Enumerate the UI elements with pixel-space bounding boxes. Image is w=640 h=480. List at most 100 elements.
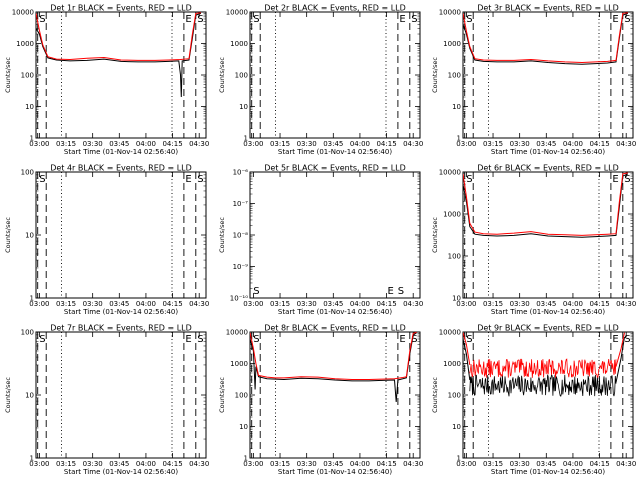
x-tick-label: 03:00	[456, 300, 476, 308]
x-tick-label: 03:45	[109, 300, 129, 308]
chart-panel-4: Det 4r BLACK = Events, RED = LLD 1 10 100 03…	[4, 164, 209, 317]
x-tick-label: 03:30	[83, 140, 103, 148]
marker-label: S	[624, 334, 630, 345]
x-tick-label: 04:00	[136, 140, 156, 148]
x-tick-label: 03:15	[270, 140, 290, 148]
x-tick-label: 04:30	[403, 460, 423, 468]
x-tick-label: 04:00	[350, 300, 370, 308]
x-tick-label: 03:45	[109, 140, 129, 148]
y-tick-label: 10⁻¹⁰	[230, 295, 248, 303]
chart-panel-7: Det 7r BLACK = Events, RED = LLD 1 10 100 03…	[4, 324, 209, 477]
x-tick-label: 04:00	[350, 460, 370, 468]
x-tick-label: 04:15	[589, 300, 609, 308]
y-tick-label: 1000	[230, 360, 248, 368]
y-tick-label: 10000	[12, 9, 34, 17]
series-line	[463, 172, 628, 236]
x-axis-label: Start Time (01-Nov-14 02:56:40)	[278, 148, 392, 156]
marker-label: E	[399, 334, 405, 345]
y-tick-label: 10	[239, 423, 248, 431]
marker-label: S	[197, 174, 203, 185]
chart-title: Det 1r BLACK = Events, RED = LLD	[50, 4, 192, 13]
x-tick-label: 03:00	[29, 300, 49, 308]
chart-title: Det 5r BLACK = Events, RED = LLD	[264, 164, 406, 173]
y-tick-label: 10000	[226, 329, 248, 337]
y-tick-label: 1	[30, 455, 34, 463]
x-tick-label: 03:30	[83, 300, 103, 308]
y-tick-label: 10⁻⁷	[233, 200, 249, 208]
chart-panel-8: Det 8r BLACK = Events, RED = LLD 1 10 100 10…	[218, 324, 423, 477]
x-tick-label: 04:00	[350, 140, 370, 148]
chart-title: Det 4r BLACK = Events, RED = LLD	[50, 164, 192, 173]
y-tick-label: 100	[448, 253, 461, 261]
series-line	[250, 332, 417, 403]
x-tick-label: 04:30	[189, 300, 209, 308]
x-tick-label: 04:30	[616, 300, 636, 308]
y-tick-label: 10000	[439, 329, 461, 337]
x-tick-label: 04:30	[189, 460, 209, 468]
x-tick-label: 03:30	[510, 300, 530, 308]
marker-label: S	[411, 334, 417, 345]
x-tick-label: 04:15	[589, 140, 609, 148]
chart-panel-5: Det 5r BLACK = Events, RED = LLD 10⁻¹⁰ 10⁻…	[218, 164, 423, 317]
x-tick-label: 03:45	[323, 460, 343, 468]
y-tick-label: 10	[25, 392, 34, 400]
y-tick-label: 1000	[230, 40, 248, 48]
x-tick-label: 03:00	[29, 460, 49, 468]
chart-title: Det 7r BLACK = Events, RED = LLD	[50, 324, 192, 333]
x-axis-label: Start Time (01-Nov-14 02:56:40)	[278, 308, 392, 316]
y-tick-label: 10⁻⁸	[233, 232, 249, 240]
marker-label: E	[185, 334, 191, 345]
y-tick-label: 1	[457, 135, 461, 143]
y-tick-label: 100	[235, 72, 248, 80]
chart-title: Det 3r BLACK = Events, RED = LLD	[477, 4, 619, 13]
y-tick-label: 1	[30, 135, 34, 143]
marker-label: S	[197, 14, 203, 25]
x-tick-label: 03:00	[243, 140, 263, 148]
x-tick-label: 03:30	[510, 140, 530, 148]
x-tick-label: 03:00	[456, 140, 476, 148]
y-tick-label: 1000	[16, 40, 34, 48]
marker-label: S	[624, 14, 630, 25]
x-axis-label: Start Time (01-Nov-14 02:56:40)	[64, 148, 178, 156]
chart-panel-2: Det 2r BLACK = Events, RED = LLD 1 10 100 10…	[218, 4, 423, 157]
chart-panel-1: Det 1r BLACK = Events, RED = LLD 1 10 100 10…	[4, 4, 209, 157]
y-tick-label: 10⁻⁶	[233, 169, 249, 177]
x-tick-label: 03:45	[323, 140, 343, 148]
y-axis-label: Counts/sec	[431, 217, 439, 253]
y-tick-label: 1000	[443, 40, 461, 48]
y-tick-label: 100	[448, 72, 461, 80]
chart-title: Det 9r BLACK = Events, RED = LLD	[477, 324, 619, 333]
series-noisy-line	[469, 358, 617, 379]
x-tick-label: 04:00	[136, 460, 156, 468]
series-line	[615, 332, 625, 367]
marker-label: S	[624, 174, 630, 185]
marker-label: S	[466, 14, 472, 25]
x-axis-label: Start Time (01-Nov-14 02:56:40)	[64, 308, 178, 316]
marker-label: S	[466, 174, 472, 185]
x-tick-label: 04:15	[162, 460, 182, 468]
y-tick-label: 10⁻⁹	[233, 263, 249, 271]
x-tick-label: 03:15	[56, 300, 76, 308]
x-axis-label: Start Time (01-Nov-14 02:56:40)	[491, 468, 605, 476]
y-axis-label: Counts/sec	[218, 57, 226, 93]
marker-label: E	[612, 14, 618, 25]
marker-label: S	[39, 334, 45, 345]
x-tick-label: 04:30	[616, 140, 636, 148]
y-tick-label: 10000	[226, 9, 248, 17]
x-tick-label: 04:00	[563, 140, 583, 148]
x-tick-label: 04:15	[376, 300, 396, 308]
x-tick-label: 03:15	[56, 140, 76, 148]
y-tick-label: 10	[25, 103, 34, 111]
marker-label: S	[411, 14, 417, 25]
y-axis-label: Counts/sec	[218, 377, 226, 413]
marker-label: E	[388, 286, 394, 297]
x-tick-label: 03:30	[510, 460, 530, 468]
x-tick-label: 03:15	[483, 140, 503, 148]
y-tick-label: 10	[25, 232, 34, 240]
y-tick-label: 10	[452, 295, 461, 303]
x-tick-label: 03:15	[270, 460, 290, 468]
y-axis-label: Counts/sec	[218, 217, 226, 253]
x-tick-label: 03:45	[536, 460, 556, 468]
y-tick-label: 10000	[439, 9, 461, 17]
